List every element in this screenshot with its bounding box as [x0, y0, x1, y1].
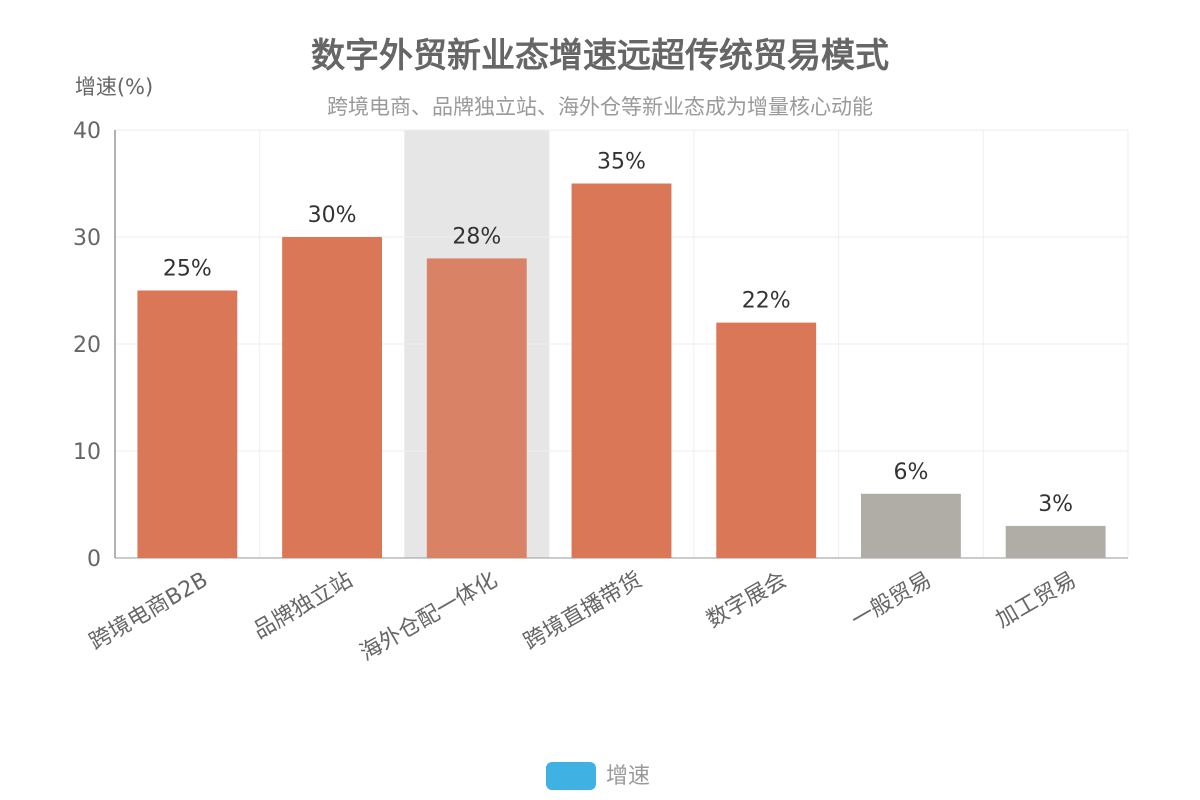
data-label: 3% [1038, 492, 1073, 517]
y-tick-label: 40 [73, 119, 101, 144]
bar[interactable] [137, 290, 238, 559]
x-tick-label: 海外仓配一体化 [356, 568, 502, 667]
legend-label: 增速 [606, 764, 650, 789]
bar[interactable] [716, 322, 817, 558]
plot-area: 0 10 20 30 40 25% 跨境电商B2B 30% 品牌独立站 28% 海外仓配一体化 35%… [73, 119, 1129, 667]
x-tick-label: 数字展会 [702, 568, 791, 634]
y-tick-label: 30 [73, 226, 101, 251]
y-tick-label: 20 [73, 333, 101, 358]
bar[interactable] [861, 493, 961, 558]
y-tick-label: 10 [73, 440, 101, 465]
x-tick-label: 一般贸易 [847, 568, 936, 634]
y-axis-label: 增速(%) [75, 75, 153, 99]
bar[interactable] [1005, 525, 1106, 558]
data-label: 6% [893, 460, 928, 485]
chart-subtitle: 跨境电商、品牌独立站、海外仓等新业态成为增量核心动能 [327, 95, 873, 119]
bar[interactable] [426, 258, 527, 558]
data-label: 25% [163, 257, 212, 282]
x-tick-label: 品牌独立站 [249, 568, 357, 645]
legend-swatch [546, 762, 596, 790]
x-tick-label: 加工贸易 [992, 568, 1081, 634]
y-tick-label: 0 [87, 547, 101, 572]
bar[interactable] [282, 237, 382, 558]
x-tick-label: 跨境直播带货 [520, 568, 647, 656]
legend[interactable]: 增速 [546, 762, 650, 790]
bar[interactable] [571, 183, 672, 559]
data-label: 30% [308, 203, 357, 228]
chart-title: 数字外贸新业态增速远超传统贸易模式 [311, 36, 889, 76]
data-label: 35% [597, 150, 646, 175]
data-label: 28% [452, 224, 501, 249]
x-tick-label: 跨境电商B2B [85, 568, 212, 656]
data-label: 22% [742, 289, 791, 314]
